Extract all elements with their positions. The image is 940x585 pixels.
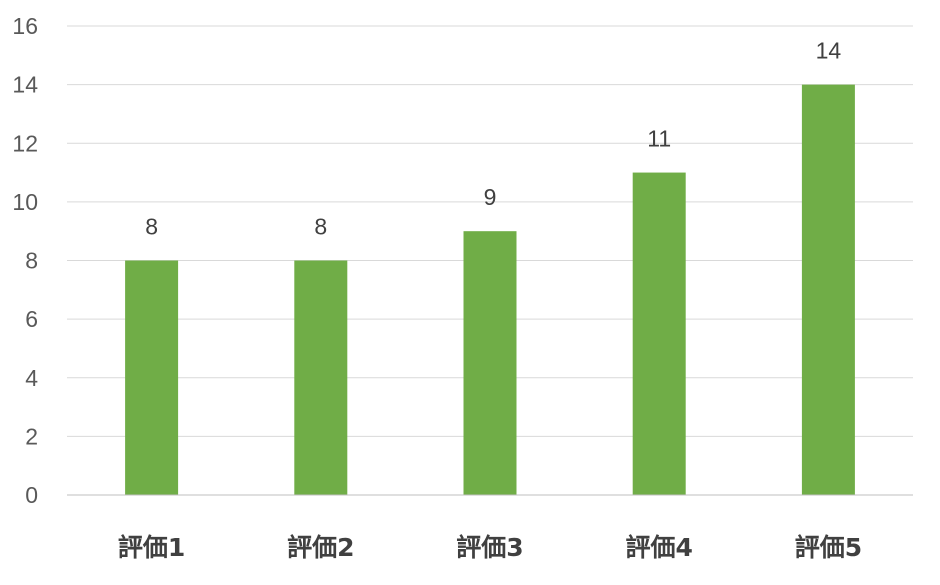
data-label: 14: [816, 38, 842, 64]
category-label: 評価3: [456, 533, 523, 562]
y-tick-label: 0: [25, 482, 38, 508]
bar: [125, 260, 179, 495]
data-labels: 8 8 9 11 14: [145, 38, 841, 240]
y-tick-label: 6: [25, 306, 38, 332]
bar: [463, 231, 517, 495]
y-axis-tick-labels: 0 2 4 6 8 10 12 14 16: [12, 13, 38, 508]
data-label: 8: [145, 214, 158, 240]
bars: [125, 84, 855, 495]
bar: [294, 260, 348, 495]
data-label: 11: [647, 126, 671, 152]
data-label: 8: [314, 214, 327, 240]
category-label: 評価5: [795, 533, 862, 562]
data-label: 9: [484, 184, 497, 210]
y-tick-label: 8: [25, 248, 38, 274]
bar: [801, 84, 855, 495]
y-tick-label: 16: [12, 13, 38, 39]
x-axis-category-labels: 評価1 評価2 評価3 評価4 評価5: [118, 533, 862, 562]
y-tick-label: 12: [12, 130, 38, 156]
y-tick-label: 10: [12, 189, 38, 215]
y-tick-label: 2: [25, 423, 38, 449]
category-label: 評価4: [625, 533, 692, 562]
bar: [632, 172, 686, 495]
category-label: 評価1: [118, 533, 185, 562]
y-tick-label: 14: [12, 72, 38, 98]
category-label: 評価2: [287, 533, 354, 562]
y-tick-label: 4: [25, 365, 38, 391]
